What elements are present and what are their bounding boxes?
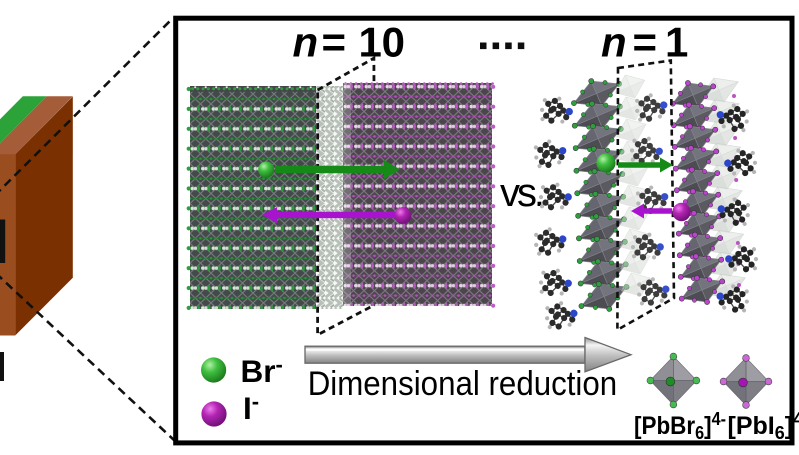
svg-text:n: n <box>601 19 627 66</box>
svg-text:Dimensional reduction: Dimensional reduction <box>308 365 618 403</box>
svg-text:=: = <box>633 19 658 66</box>
svg-text:n: n <box>293 19 319 66</box>
svg-text:=: = <box>322 19 347 66</box>
svg-text:1: 1 <box>665 19 688 66</box>
svg-text:10: 10 <box>359 19 406 66</box>
svg-text:[PbI6]4-: [PbI6]4- <box>728 409 799 443</box>
svg-text:vs.: vs. <box>500 171 545 215</box>
